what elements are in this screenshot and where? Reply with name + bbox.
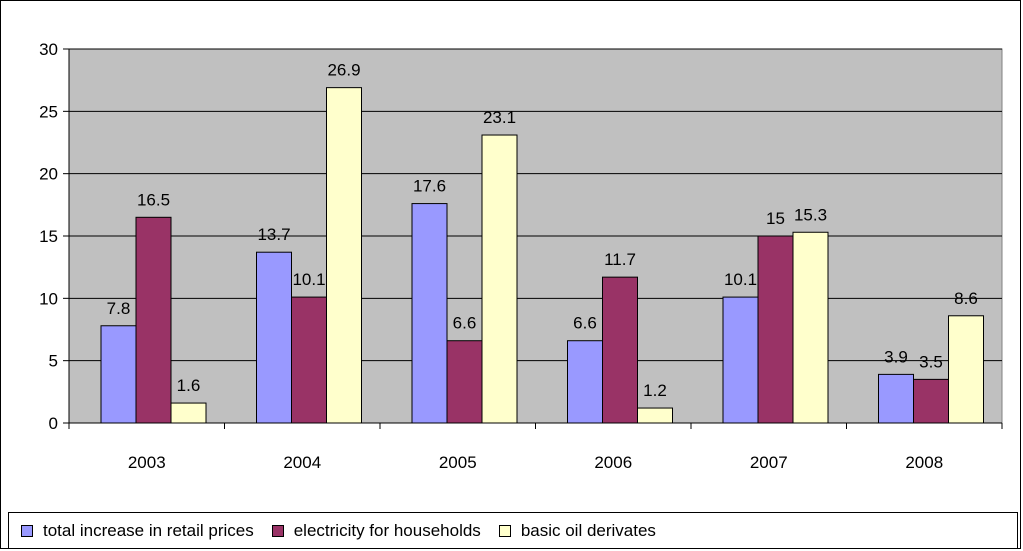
data-label-2006-series-0: 6.6: [573, 314, 597, 333]
data-label-2005-series-0: 17.6: [413, 177, 446, 196]
legend-swatch-oil-derivates: [498, 524, 511, 537]
x-tick-label-2007: 2007: [750, 453, 788, 472]
data-label-2004-series-0: 13.7: [257, 225, 290, 244]
data-label-2008-series-0: 3.9: [884, 347, 908, 366]
bar-2008-series-0: [878, 373, 914, 424]
x-tick-label-2008: 2008: [905, 453, 943, 472]
bar-2007-series-1: [757, 235, 794, 424]
bar-2005-series-2: [481, 134, 518, 424]
bar-2003-series-2: [170, 402, 207, 424]
bar-2008-series-2: [948, 315, 984, 424]
x-tick-label-2006: 2006: [594, 453, 632, 472]
y-tick-label-0: 0: [49, 414, 58, 433]
legend-item-total-increase: total increase in retail prices: [21, 521, 254, 541]
x-tick-label-2004: 2004: [283, 453, 321, 472]
y-tick-label-25: 25: [39, 102, 58, 121]
bar-2008-series-1: [913, 378, 949, 424]
bar-2005-series-1: [446, 340, 483, 424]
legend-swatch-electricity: [271, 524, 284, 537]
data-label-2003-series-0: 7.8: [107, 299, 131, 318]
data-label-2003-series-2: 1.6: [177, 376, 201, 395]
y-tick-label-30: 30: [39, 40, 58, 59]
data-label-2006-series-2: 1.2: [643, 381, 667, 400]
legend: total increase in retail prices electric…: [8, 512, 1018, 549]
bar-2004-series-0: [256, 251, 292, 424]
bar-2006-series-2: [637, 407, 673, 424]
data-label-2005-series-2: 23.1: [483, 108, 516, 127]
data-label-2007-series-1: 15: [766, 209, 785, 228]
x-tick-label-2005: 2005: [439, 453, 477, 472]
y-tick-label-20: 20: [39, 165, 58, 184]
data-label-2003-series-1: 16.5: [137, 190, 170, 209]
data-label-2005-series-1: 6.6: [453, 314, 477, 333]
bar-2004-series-1: [291, 296, 327, 424]
bar-2003-series-1: [135, 216, 172, 424]
bar-2004-series-2: [326, 87, 362, 424]
bar-2003-series-0: [100, 325, 137, 424]
bar-2005-series-0: [411, 203, 448, 424]
bar-2006-series-1: [602, 276, 638, 424]
bar-2007-series-0: [722, 296, 759, 424]
legend-label-oil-derivates: basic oil derivates: [520, 520, 656, 540]
data-label-2007-series-2: 15.3: [794, 205, 827, 224]
y-tick-label-5: 5: [49, 352, 58, 371]
bar-2007-series-2: [792, 231, 829, 424]
data-label-2004-series-1: 10.1: [292, 270, 325, 289]
y-tick-label-10: 10: [39, 289, 58, 308]
legend-label-total-increase: total increase in retail prices: [43, 520, 254, 540]
legend-item-electricity: electricity for households: [271, 520, 481, 541]
bar-2006-series-0: [567, 340, 603, 424]
legend-item-oil-derivates: basic oil derivates: [498, 520, 656, 541]
y-tick-label-15: 15: [39, 227, 58, 246]
data-label-2004-series-2: 26.9: [327, 61, 360, 80]
data-label-2006-series-1: 11.7: [604, 250, 636, 269]
data-label-2008-series-2: 8.6: [954, 289, 978, 308]
data-label-2008-series-1: 3.5: [919, 352, 943, 371]
x-tick-label-2003: 2003: [128, 453, 166, 472]
data-label-2007-series-0: 10.1: [724, 270, 757, 289]
legend-swatch-total-increase: [21, 524, 33, 537]
legend-label-electricity: electricity for households: [293, 520, 481, 540]
